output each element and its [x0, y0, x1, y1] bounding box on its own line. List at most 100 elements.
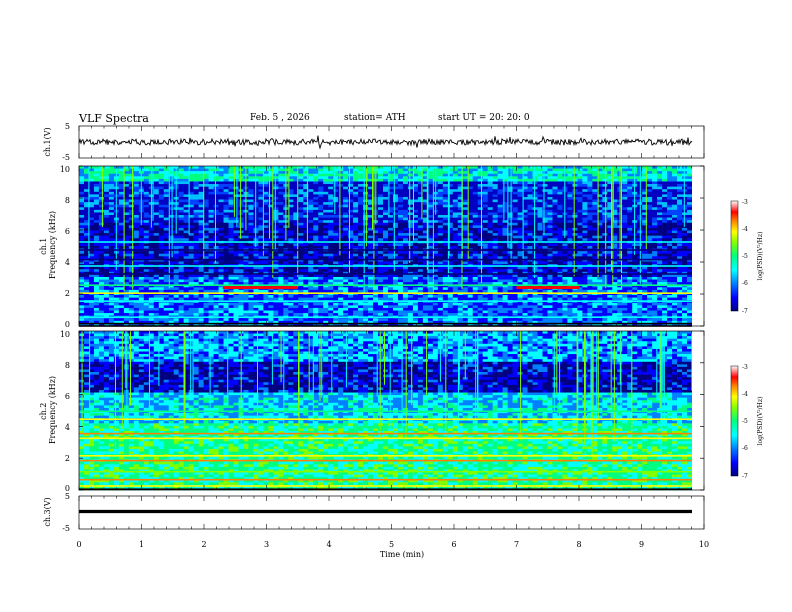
spec-cell [647, 166, 653, 169]
spec-cell [103, 225, 110, 229]
spec-cell [323, 233, 329, 236]
spec-cell [123, 217, 130, 221]
spec-cell [542, 209, 548, 213]
spec-cell [363, 269, 369, 273]
spec-cell [293, 181, 299, 185]
spec-cell [437, 233, 444, 236]
spec-cell [447, 207, 454, 211]
spec-cell [118, 222, 125, 226]
spec-cell [672, 199, 678, 203]
spec-cell [203, 215, 209, 218]
spec-cell [238, 261, 244, 265]
spec-cell [238, 176, 244, 180]
spec-cell [622, 178, 628, 182]
spec-cell [522, 243, 528, 247]
spec-cell [218, 253, 224, 257]
spec-cell [173, 269, 179, 273]
spec-cell [427, 227, 434, 231]
spec-cell [387, 217, 394, 221]
spec-cell [368, 186, 374, 190]
spec-cell [338, 191, 344, 195]
spec-cell [652, 189, 658, 193]
spec-cell [677, 173, 683, 177]
spec-cell [268, 235, 274, 239]
spec-cell [482, 212, 488, 216]
spec-cell [163, 204, 169, 208]
spec-cell [308, 204, 314, 208]
spec-cell [313, 233, 319, 236]
spec-cell [447, 209, 454, 213]
spec-cell [83, 202, 90, 206]
spec-cell [368, 189, 374, 193]
spec-cell [412, 199, 419, 203]
spec-cell [667, 178, 673, 182]
spec-cell [79, 204, 85, 208]
spec-cell [527, 215, 533, 218]
spec-cell [672, 261, 678, 265]
spec-cell [582, 246, 588, 249]
spec-cell [88, 230, 95, 234]
spec-cell [343, 222, 349, 226]
spec-cell [148, 238, 155, 242]
spec-cell [228, 191, 234, 195]
spec-cell [427, 233, 434, 236]
spec-cell [363, 243, 369, 247]
spec-cell [353, 194, 359, 198]
spec-cell [153, 199, 160, 203]
spec-cell [208, 196, 214, 200]
spec-cell [607, 266, 613, 270]
spec-cell [537, 256, 543, 260]
spec-cell [218, 173, 224, 177]
spec-cell [373, 261, 379, 265]
spec-cell [557, 253, 563, 257]
spec-cell [153, 253, 160, 257]
spec-cell [602, 220, 608, 224]
spec-cell [93, 209, 100, 213]
spec-cell [502, 251, 508, 255]
spec-cell [383, 194, 389, 198]
spec-cell [103, 202, 110, 206]
spec-cell [547, 171, 553, 175]
spec-cell [178, 207, 184, 211]
spec-cell [587, 196, 593, 200]
spec-cell [582, 222, 588, 226]
spec-cell [522, 266, 528, 270]
spec-cell [223, 246, 229, 249]
spec-cell [687, 207, 693, 211]
spec-cell [527, 209, 533, 213]
spec-cell [138, 246, 145, 249]
spec-cell [387, 235, 394, 239]
spec-cell [88, 189, 95, 193]
spec-cell [88, 171, 95, 175]
spec-cell [397, 266, 404, 270]
spec-cell [203, 209, 209, 213]
spec-cell [278, 212, 284, 216]
spec-cell [552, 194, 558, 198]
spec-cell [93, 166, 100, 169]
spec-cell [118, 196, 125, 200]
spec-cell [512, 196, 518, 200]
spec-cell [278, 269, 284, 273]
spec-cell [577, 246, 583, 249]
spec-cell [387, 178, 394, 182]
spec-cell [432, 235, 439, 239]
spec-cell [412, 184, 419, 187]
spec-cell [218, 209, 224, 213]
spec-cell [98, 266, 105, 270]
spec-cell [203, 189, 209, 193]
spec-cell [447, 168, 454, 172]
spec-cell [273, 225, 279, 229]
spec-cell [328, 261, 334, 265]
spec-cell [358, 233, 364, 236]
spec-cell [213, 184, 219, 187]
spec-cell [497, 227, 503, 231]
spec-cell [258, 266, 264, 270]
spec-cell [303, 227, 309, 231]
spec-cell [582, 266, 588, 270]
spec-cell [93, 168, 100, 172]
spec-cell [662, 233, 668, 236]
spec-cell [163, 212, 169, 216]
spec-cell [133, 181, 140, 185]
spec-cell [263, 168, 269, 172]
spec-cell [163, 256, 169, 260]
